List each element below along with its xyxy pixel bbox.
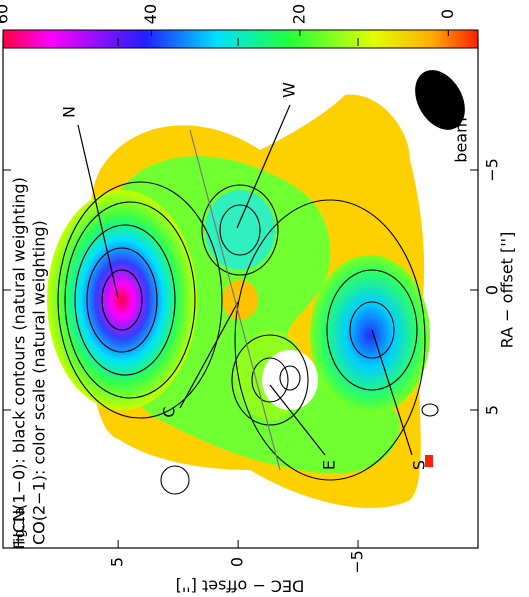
y-tick-label: 5	[483, 405, 502, 415]
colorbar-tick-label: 0	[438, 9, 457, 19]
source-label: W	[280, 82, 299, 98]
x-tick-label: −5	[348, 550, 367, 574]
map-image	[47, 70, 465, 509]
colorbar-tick-label: 40	[141, 4, 160, 24]
x-axis-label: DEC − offset ['']	[176, 577, 305, 596]
y-tick-label: −5	[483, 158, 502, 182]
legend-line: CO(2−1): color scale (natural weighting)	[30, 220, 49, 545]
legend-line: HCN(1−0): black contours (natural weight…	[10, 177, 29, 545]
x-tick-label: 5	[108, 557, 127, 567]
colorbar	[2, 29, 479, 49]
colorbar-tick-label: 20	[289, 4, 308, 24]
colorbar-tick-label: 60	[0, 4, 12, 24]
y-tick-label: 0	[483, 285, 502, 295]
x-tick-label: 0	[228, 557, 247, 567]
source-label: C	[160, 406, 179, 417]
y-axis-label: RA − offset ['']	[498, 232, 517, 349]
figure-label: Fig.1a	[12, 507, 28, 549]
source-label: S	[410, 460, 429, 470]
source-label: N	[60, 106, 79, 118]
beam-label: beam	[452, 117, 471, 162]
source-label: E	[320, 460, 339, 470]
